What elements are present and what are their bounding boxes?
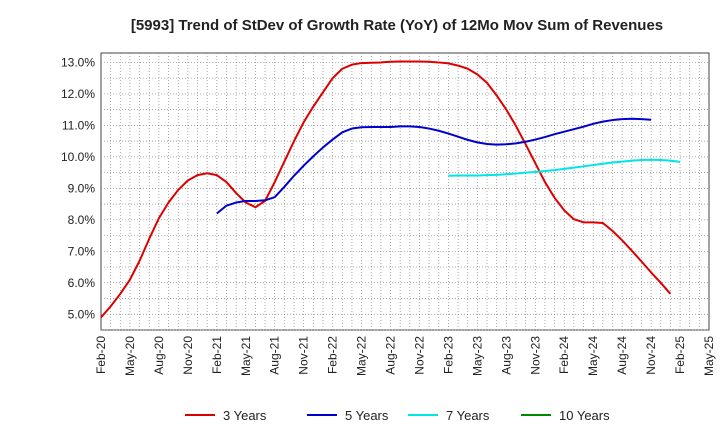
y-tick-label: 7.0% xyxy=(68,244,96,258)
x-tick-label: Aug-22 xyxy=(384,336,398,375)
y-tick-label: 6.0% xyxy=(68,276,96,290)
x-tick-label: May-20 xyxy=(123,336,137,376)
legend-label: 10 Years xyxy=(559,408,610,423)
x-tick-label: Nov-21 xyxy=(297,336,311,375)
legend: 3 Years 5 Years 7 Years 10 Years xyxy=(185,408,610,423)
series-line-3-years xyxy=(100,60,672,319)
x-tick-label: Nov-23 xyxy=(528,336,542,375)
x-tick-label: Aug-20 xyxy=(152,336,166,375)
x-tick-label: Feb-25 xyxy=(673,336,687,374)
x-tick-label: Feb-22 xyxy=(326,336,340,374)
x-axis-ticks: Feb-20 May-20 Aug-20 Nov-20 Feb-21 May-21 Aug-… xyxy=(94,336,716,376)
y-tick-label: 10.0% xyxy=(61,150,95,164)
y-tick-label: 5.0% xyxy=(68,307,96,321)
x-tick-label: May-24 xyxy=(586,336,600,376)
y-axis-ticks: 5.0% 6.0% 7.0% 8.0% 9.0% 10.0% 11.0% 12.0% 13.0% xyxy=(61,55,95,321)
x-tick-label: May-25 xyxy=(702,336,716,376)
x-tick-label: Feb-20 xyxy=(94,336,108,374)
y-tick-label: 11.0% xyxy=(62,118,95,132)
legend-label: 5 Years xyxy=(345,408,389,423)
y-tick-label: 8.0% xyxy=(68,213,96,227)
series-line-5-years xyxy=(216,117,652,215)
x-tick-label: Feb-24 xyxy=(557,336,571,374)
x-tick-label: May-21 xyxy=(239,336,253,376)
series-lines xyxy=(100,60,681,319)
x-tick-label: Nov-22 xyxy=(412,336,426,375)
x-tick-label: Aug-21 xyxy=(268,336,282,375)
x-tick-label: Feb-23 xyxy=(441,336,455,374)
grid-lines xyxy=(101,53,709,331)
x-tick-label: May-23 xyxy=(470,336,484,376)
legend-label: 3 Years xyxy=(223,408,267,423)
legend-label: 7 Years xyxy=(446,408,490,423)
x-tick-label: May-22 xyxy=(355,336,369,376)
x-tick-label: Nov-24 xyxy=(644,336,658,375)
y-tick-label: 13.0% xyxy=(61,55,95,69)
y-tick-label: 12.0% xyxy=(61,87,95,101)
plot-area xyxy=(100,52,710,331)
chart-title: [5993] Trend of StDev of Growth Rate (Yo… xyxy=(131,17,663,34)
series-line-7-years xyxy=(448,158,681,177)
x-tick-label: Aug-23 xyxy=(499,336,513,375)
x-tick-label: Aug-24 xyxy=(615,336,629,375)
y-tick-label: 9.0% xyxy=(68,181,96,195)
x-tick-label: Feb-21 xyxy=(210,336,224,374)
x-tick-label: Nov-20 xyxy=(181,336,195,375)
